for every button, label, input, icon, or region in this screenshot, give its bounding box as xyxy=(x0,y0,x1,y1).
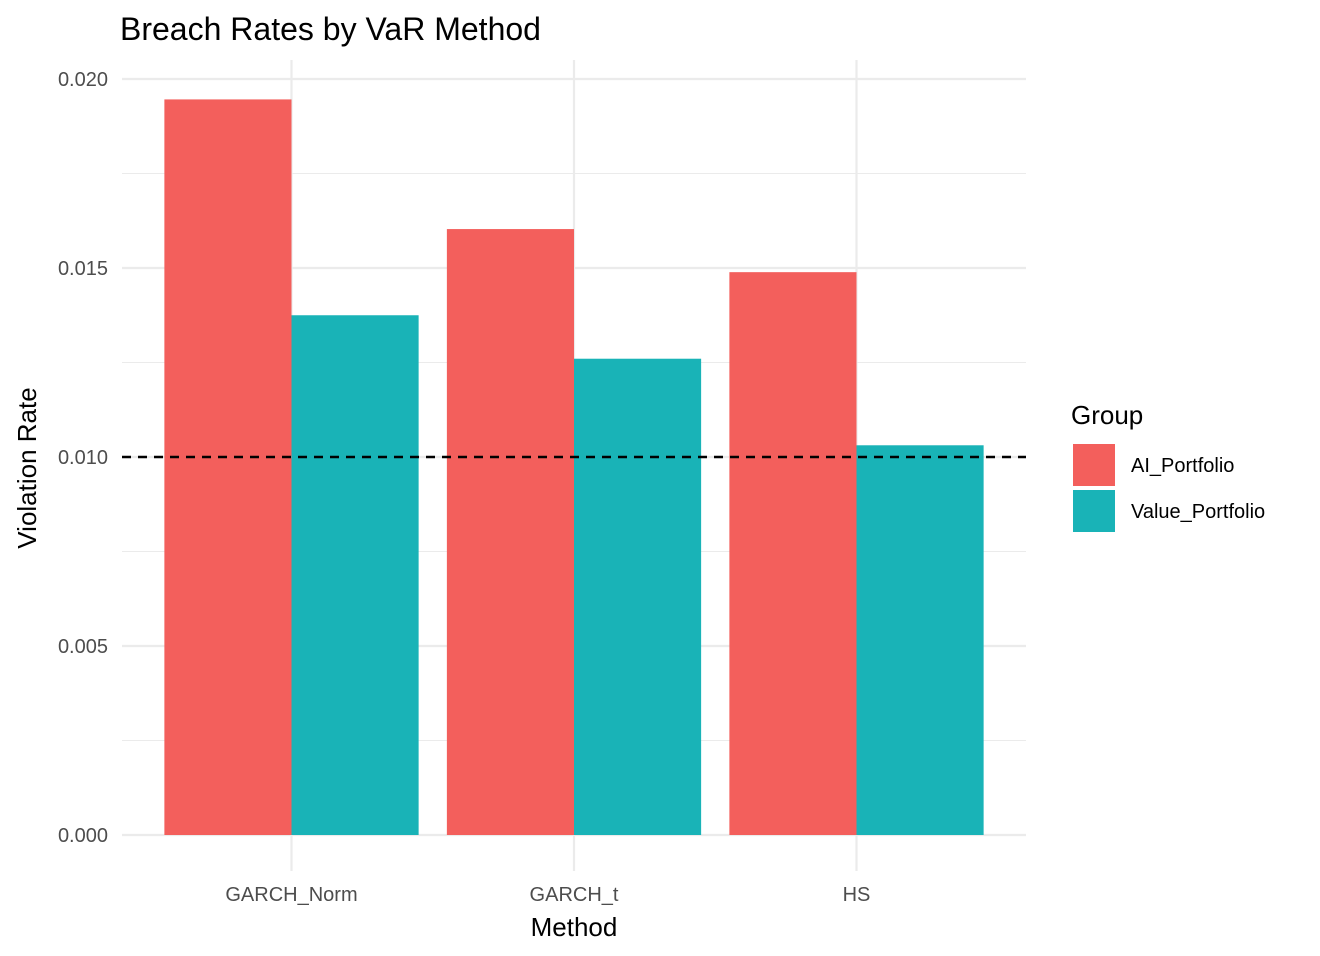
y-axis-ticks: 0.000 0.005 0.010 0.015 0.020 xyxy=(58,69,108,847)
x-tick-label: GARCH_t xyxy=(530,884,619,906)
y-tick-label: 0.005 xyxy=(58,636,108,658)
legend-label-AI_Portfolio: AI_Portfolio xyxy=(1131,455,1234,477)
legend-key-AI_Portfolio xyxy=(1073,444,1115,486)
x-tick-label: HS xyxy=(843,884,871,906)
y-tick-label: 0.015 xyxy=(58,258,108,280)
bar-Value_Portfolio-HS xyxy=(856,445,984,835)
legend-title: Group xyxy=(1071,400,1143,430)
x-tick-label: GARCH_Norm xyxy=(225,884,357,906)
bar-AI_Portfolio-GARCH_t xyxy=(446,229,574,836)
legend: Group AI_Portfolio Value_Portfolio xyxy=(1071,400,1265,532)
bars xyxy=(164,99,984,836)
bar-AI_Portfolio-GARCH_Norm xyxy=(164,99,292,836)
bar-Value_Portfolio-GARCH_t xyxy=(574,358,702,835)
y-axis-title: Violation Rate xyxy=(12,387,42,548)
x-axis-title: Method xyxy=(531,912,618,942)
y-tick-label: 0.000 xyxy=(58,825,108,847)
x-axis-ticks: GARCH_Norm GARCH_t HS xyxy=(225,884,870,906)
legend-label-Value_Portfolio: Value_Portfolio xyxy=(1131,501,1265,523)
bar-AI_Portfolio-HS xyxy=(729,272,857,836)
bar-Value_Portfolio-GARCH_Norm xyxy=(291,315,419,835)
legend-key-Value_Portfolio xyxy=(1073,490,1115,532)
chart-title: Breach Rates by VaR Method xyxy=(120,11,541,47)
y-tick-label: 0.010 xyxy=(58,447,108,469)
y-tick-label: 0.020 xyxy=(58,69,108,91)
